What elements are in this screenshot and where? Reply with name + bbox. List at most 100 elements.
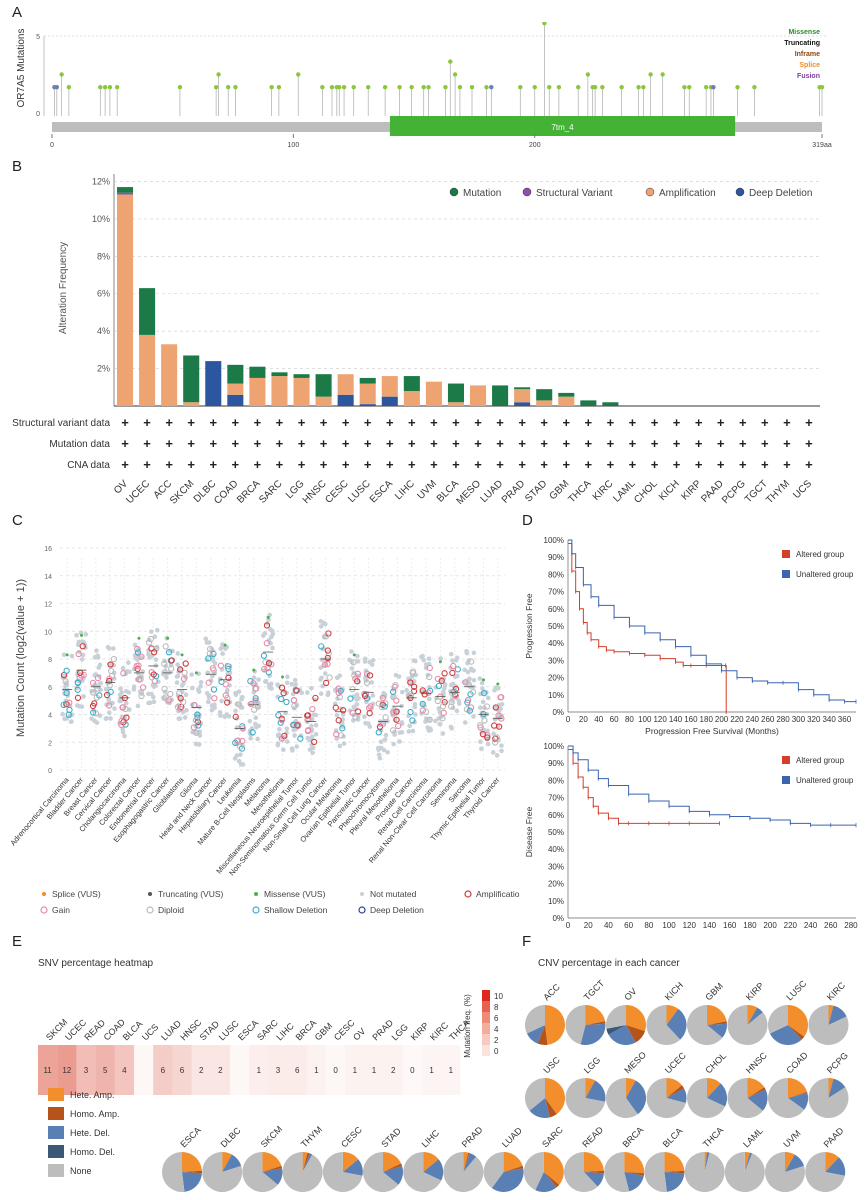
row-marker: + bbox=[629, 457, 637, 472]
point-not-mutated bbox=[76, 649, 82, 655]
row-marker: + bbox=[496, 436, 504, 451]
row-marker: + bbox=[717, 415, 725, 430]
pie-slice bbox=[666, 1088, 687, 1103]
point-not-mutated bbox=[355, 653, 360, 659]
point-not-mutated bbox=[363, 674, 368, 680]
point-cna bbox=[469, 689, 477, 696]
point-not-mutated bbox=[154, 627, 160, 633]
point-not-mutated bbox=[454, 708, 460, 714]
point-cna bbox=[263, 622, 271, 629]
pie-slice bbox=[463, 1152, 470, 1172]
point-cna bbox=[324, 654, 331, 662]
point-cna bbox=[119, 704, 127, 711]
lollipop-head bbox=[752, 85, 757, 90]
point-not-mutated bbox=[351, 694, 356, 699]
lollipop-head bbox=[341, 85, 347, 90]
point-cna bbox=[410, 683, 418, 690]
lollipop-head bbox=[469, 85, 475, 90]
row-marker: + bbox=[121, 436, 129, 451]
y-tick-label: 10% bbox=[548, 691, 564, 700]
point-cna bbox=[120, 670, 127, 677]
pie-slice bbox=[687, 1005, 723, 1045]
pie-slice bbox=[585, 1080, 606, 1102]
lollipop-head bbox=[443, 85, 448, 90]
point-not-mutated bbox=[153, 657, 159, 662]
pie-slice bbox=[604, 1152, 630, 1192]
bar-segment bbox=[161, 344, 178, 406]
pie-slice bbox=[744, 1152, 750, 1172]
pie-label: THYM bbox=[299, 1124, 324, 1149]
row-marker: + bbox=[342, 457, 350, 472]
point-cna bbox=[439, 715, 446, 722]
point-not-mutated bbox=[103, 686, 109, 692]
point-cna bbox=[96, 692, 103, 699]
point-cna bbox=[291, 702, 298, 710]
row-marker: + bbox=[165, 436, 173, 451]
pie-label: STAD bbox=[379, 1125, 403, 1149]
point-cna bbox=[468, 658, 475, 665]
point-not-mutated bbox=[281, 747, 286, 753]
cell-value: 4 bbox=[122, 1066, 127, 1075]
legend-marker bbox=[782, 756, 790, 764]
row-marker: + bbox=[783, 415, 791, 430]
point-not-mutated bbox=[437, 721, 443, 727]
cnv-pies: CNV percentage in each cancer ACC TGCT OV KI… bbox=[48, 958, 850, 1192]
row-marker: + bbox=[673, 415, 681, 430]
y-tick-label: 90% bbox=[548, 553, 564, 562]
point-not-mutated bbox=[318, 691, 324, 696]
x-tick-label: 120 bbox=[653, 715, 667, 724]
point-cna bbox=[361, 692, 369, 700]
row-marker: + bbox=[761, 457, 769, 472]
point-cna bbox=[448, 703, 455, 710]
point-cna bbox=[205, 679, 212, 686]
pie-slice bbox=[747, 1087, 766, 1098]
point-cna bbox=[290, 697, 298, 704]
row-marker: + bbox=[232, 415, 240, 430]
point-cna bbox=[251, 706, 258, 713]
bar-segment bbox=[337, 374, 354, 395]
point-not-mutated bbox=[383, 732, 389, 738]
heatmap-cell bbox=[306, 1045, 326, 1095]
point-not-mutated bbox=[491, 731, 496, 737]
legend-entry: Amplification bbox=[476, 889, 520, 899]
row-marker: + bbox=[651, 436, 659, 451]
category-label: KICH bbox=[657, 478, 682, 503]
point-not-mutated bbox=[362, 714, 367, 719]
pie-label: PRAD bbox=[460, 1124, 485, 1149]
point-not-mutated bbox=[275, 732, 281, 738]
lollipop-head bbox=[409, 85, 414, 90]
mutation-count-scatter: Mutation Count (log2(value + 1)) 16 14 12 10… bbox=[8, 546, 520, 915]
point-cna bbox=[260, 665, 268, 673]
pie-slice bbox=[828, 1005, 834, 1025]
legend-swatch bbox=[482, 1001, 490, 1012]
lollipop-head bbox=[648, 72, 653, 77]
point-not-mutated bbox=[285, 674, 290, 680]
point-not-mutated bbox=[442, 686, 447, 691]
point-not-mutated bbox=[75, 642, 81, 648]
row-marker: + bbox=[121, 415, 129, 430]
category-label: PRAD bbox=[500, 478, 527, 505]
point-cna bbox=[94, 674, 102, 682]
pie-slice bbox=[828, 1078, 834, 1098]
pie-slice bbox=[443, 1152, 484, 1192]
legend-entry: None bbox=[70, 1166, 92, 1176]
point-not-mutated bbox=[485, 741, 491, 747]
point-not-mutated bbox=[377, 755, 383, 761]
pie-slice bbox=[182, 1170, 202, 1174]
point-not-mutated bbox=[323, 621, 328, 627]
point-not-mutated bbox=[111, 676, 117, 681]
point-cna bbox=[425, 689, 432, 696]
category-label: CESC bbox=[323, 478, 350, 505]
x-tick-label: 100 bbox=[288, 142, 300, 149]
point-cna bbox=[110, 655, 118, 663]
category-label: COAD bbox=[212, 478, 240, 506]
pie-slice bbox=[707, 1005, 727, 1025]
pie-slice bbox=[222, 1154, 242, 1172]
cell-value: 1 bbox=[372, 1066, 377, 1075]
pie-slice bbox=[626, 1080, 646, 1115]
point-not-mutated bbox=[255, 736, 260, 742]
point-cna bbox=[222, 692, 229, 699]
point-cna bbox=[452, 692, 459, 699]
point-cna bbox=[479, 731, 487, 738]
row-marker: + bbox=[452, 457, 460, 472]
